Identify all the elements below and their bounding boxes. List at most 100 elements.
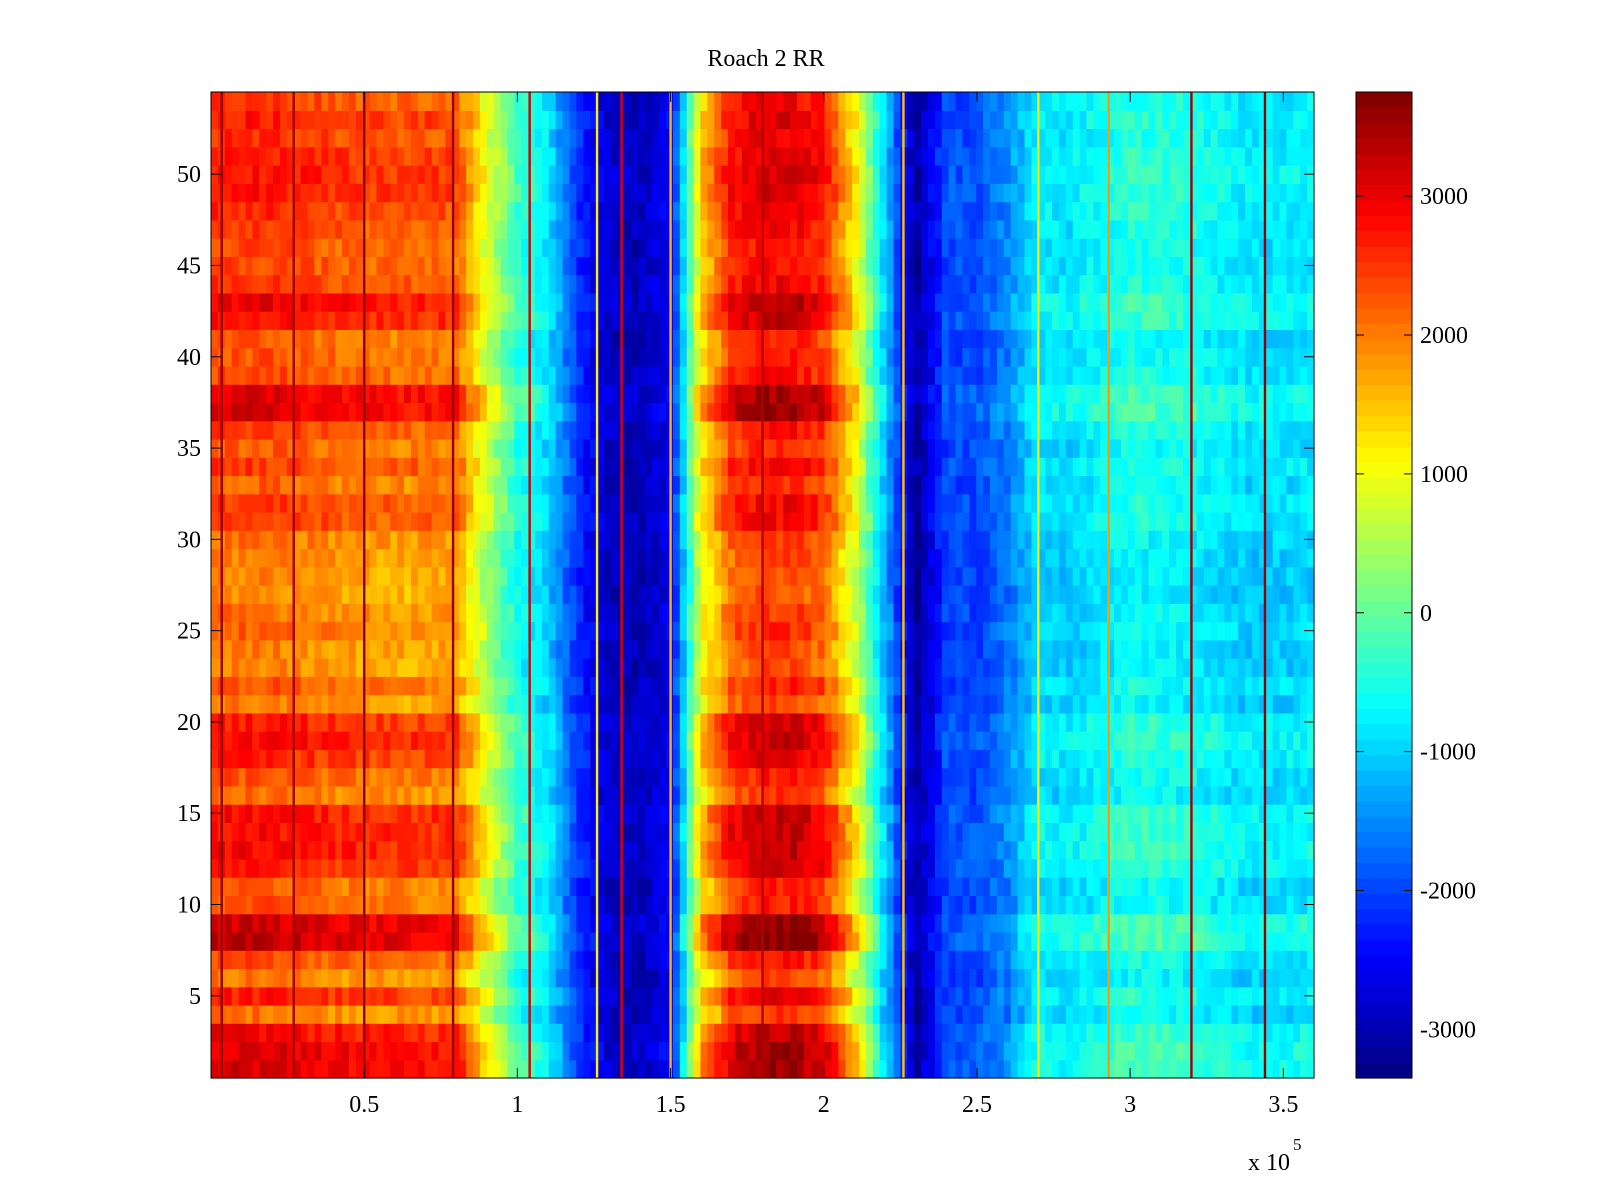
heatmap-cell bbox=[555, 621, 564, 641]
heatmap-cell bbox=[466, 877, 474, 897]
heatmap-cell bbox=[1238, 676, 1246, 696]
heatmap-cell bbox=[576, 877, 584, 897]
heatmap-cell bbox=[1176, 676, 1184, 696]
heatmap-cell bbox=[1141, 785, 1150, 805]
heatmap-cell bbox=[803, 585, 812, 604]
heatmap-cell bbox=[852, 877, 860, 897]
heatmap-cell bbox=[562, 858, 571, 878]
heatmap-cell bbox=[273, 877, 281, 897]
heatmap-cell bbox=[362, 731, 371, 750]
heatmap-cell bbox=[369, 986, 378, 1006]
heatmap-cell bbox=[700, 530, 708, 550]
heatmap-cell bbox=[1045, 986, 1053, 1006]
heatmap-cell bbox=[1003, 804, 1012, 823]
heatmap-cell bbox=[983, 749, 991, 769]
heatmap-cell bbox=[927, 676, 936, 696]
heatmap-cell bbox=[535, 585, 543, 604]
heatmap-cell bbox=[679, 968, 688, 988]
heatmap-cell bbox=[1272, 639, 1281, 659]
heatmap-cell bbox=[852, 1023, 860, 1043]
heatmap-cell bbox=[1169, 950, 1177, 970]
heatmap-cell bbox=[424, 585, 433, 604]
heatmap-cell bbox=[1017, 840, 1026, 860]
heatmap-cell bbox=[907, 822, 915, 842]
heatmap-cell bbox=[700, 767, 708, 787]
heatmap-cell bbox=[852, 913, 860, 933]
heatmap-cell bbox=[404, 548, 412, 568]
heatmap-cell bbox=[859, 1041, 867, 1061]
heatmap-cell bbox=[590, 877, 598, 897]
heatmap-cell bbox=[645, 822, 653, 842]
heatmap-cell bbox=[479, 895, 488, 915]
heatmap-cell bbox=[776, 603, 784, 623]
heatmap-cell bbox=[1010, 712, 1019, 732]
heatmap-cell bbox=[445, 493, 453, 513]
heatmap-cell bbox=[355, 585, 364, 604]
heatmap-cell bbox=[976, 621, 984, 641]
heatmap-cell bbox=[693, 585, 702, 604]
heatmap-cell bbox=[493, 950, 502, 970]
heatmap-cell bbox=[376, 658, 384, 677]
heatmap-cell bbox=[300, 1023, 309, 1043]
heatmap-cell bbox=[273, 931, 281, 951]
heatmap-cell bbox=[1003, 585, 1012, 604]
heatmap-cell bbox=[865, 1023, 874, 1043]
heatmap-cell bbox=[948, 1041, 957, 1061]
heatmap-cell bbox=[624, 566, 633, 586]
heatmap-cell bbox=[548, 585, 557, 604]
heatmap-cell bbox=[472, 731, 481, 750]
heatmap-cell bbox=[1196, 877, 1205, 897]
heatmap-cell bbox=[803, 986, 812, 1006]
heatmap-cell bbox=[390, 585, 398, 604]
heatmap-cell bbox=[224, 858, 233, 878]
heatmap-cell bbox=[307, 931, 315, 951]
heatmap-cell bbox=[355, 694, 364, 714]
heatmap-cell bbox=[541, 913, 550, 933]
heatmap-cell bbox=[328, 566, 336, 586]
heatmap-cell bbox=[1065, 603, 1074, 623]
heatmap-cell bbox=[996, 694, 1005, 714]
heatmap-cell bbox=[976, 511, 984, 531]
heatmap-cell bbox=[1127, 1023, 1136, 1043]
heatmap-cell bbox=[1155, 658, 1163, 677]
heatmap-cell bbox=[590, 968, 598, 988]
heatmap-cell bbox=[238, 913, 247, 933]
heatmap-cell bbox=[645, 858, 653, 878]
heatmap-cell bbox=[1210, 950, 1219, 970]
heatmap-cell bbox=[452, 804, 460, 823]
heatmap-cell bbox=[279, 913, 288, 933]
heatmap-cell bbox=[989, 603, 998, 623]
heatmap-cell bbox=[1031, 840, 1039, 860]
heatmap-cell bbox=[1017, 950, 1026, 970]
heatmap-cell bbox=[1045, 840, 1053, 860]
heatmap-cell bbox=[541, 986, 550, 1006]
heatmap-cell bbox=[1258, 658, 1267, 677]
heatmap-cell bbox=[741, 639, 750, 659]
heatmap-cell bbox=[1017, 731, 1026, 750]
heatmap-cell bbox=[390, 712, 398, 732]
heatmap-cell bbox=[762, 676, 770, 696]
heatmap-cell bbox=[555, 1041, 564, 1061]
heatmap-cell bbox=[672, 1023, 681, 1043]
heatmap-cell bbox=[872, 986, 881, 1006]
heatmap-cell bbox=[1155, 511, 1163, 531]
heatmap-cell bbox=[1265, 877, 1274, 897]
heatmap-cell bbox=[796, 1041, 805, 1061]
heatmap-cell bbox=[362, 511, 371, 531]
heatmap-cell bbox=[1017, 858, 1026, 878]
heatmap-cell bbox=[1065, 1041, 1074, 1061]
heatmap-cell bbox=[273, 731, 281, 750]
heatmap-cell bbox=[300, 548, 309, 568]
heatmap-cell bbox=[831, 585, 839, 604]
heatmap-cell bbox=[445, 858, 453, 878]
heatmap-cell bbox=[376, 913, 384, 933]
heatmap-cell bbox=[1196, 986, 1205, 1006]
heatmap-cell bbox=[410, 1059, 419, 1079]
heatmap-cell bbox=[224, 1059, 233, 1079]
heatmap-cell bbox=[590, 1059, 598, 1079]
heatmap-cell bbox=[1210, 749, 1219, 769]
heatmap-cell bbox=[1058, 749, 1067, 769]
heatmap-cell bbox=[1217, 676, 1225, 696]
heatmap-cell bbox=[438, 1041, 446, 1061]
heatmap-cell bbox=[1058, 585, 1067, 604]
